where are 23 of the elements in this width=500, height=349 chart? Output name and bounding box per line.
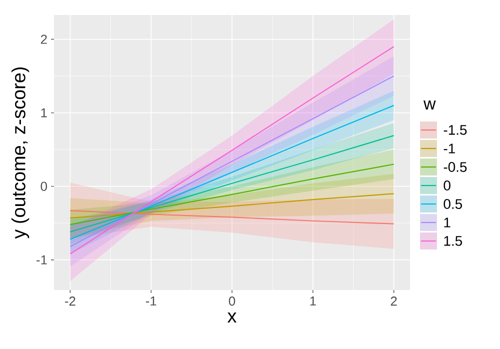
line-series <box>70 164 394 226</box>
x-axis-title: x <box>227 312 237 323</box>
x-tick-label: 2 <box>390 296 397 306</box>
y-tick-label: 1 <box>41 108 47 118</box>
legend-label: -1.5 <box>444 125 467 135</box>
y-tick-label: 2 <box>40 34 47 44</box>
line-series <box>70 210 394 224</box>
legend-label: 1.5 <box>444 236 462 246</box>
line-series <box>70 135 394 232</box>
legend-label: 0 <box>444 180 450 190</box>
legend-label: 1 <box>444 218 450 228</box>
legend-label: 0.5 <box>444 199 462 209</box>
x-tick-label: -2 <box>65 296 76 306</box>
x-tick-label: -1 <box>146 296 156 306</box>
y-axis-title: y (outcome, z-score) <box>11 67 30 239</box>
x-tick-label: 0 <box>228 296 236 306</box>
x-tick-label: 1 <box>310 296 316 306</box>
legend-title: w <box>423 100 436 110</box>
y-tick-label: 0 <box>40 182 47 191</box>
legend-label: -0.5 <box>444 162 467 172</box>
line-series <box>70 193 394 218</box>
y-tick-label: -1 <box>36 255 47 264</box>
legend-label: -1 <box>444 144 455 154</box>
